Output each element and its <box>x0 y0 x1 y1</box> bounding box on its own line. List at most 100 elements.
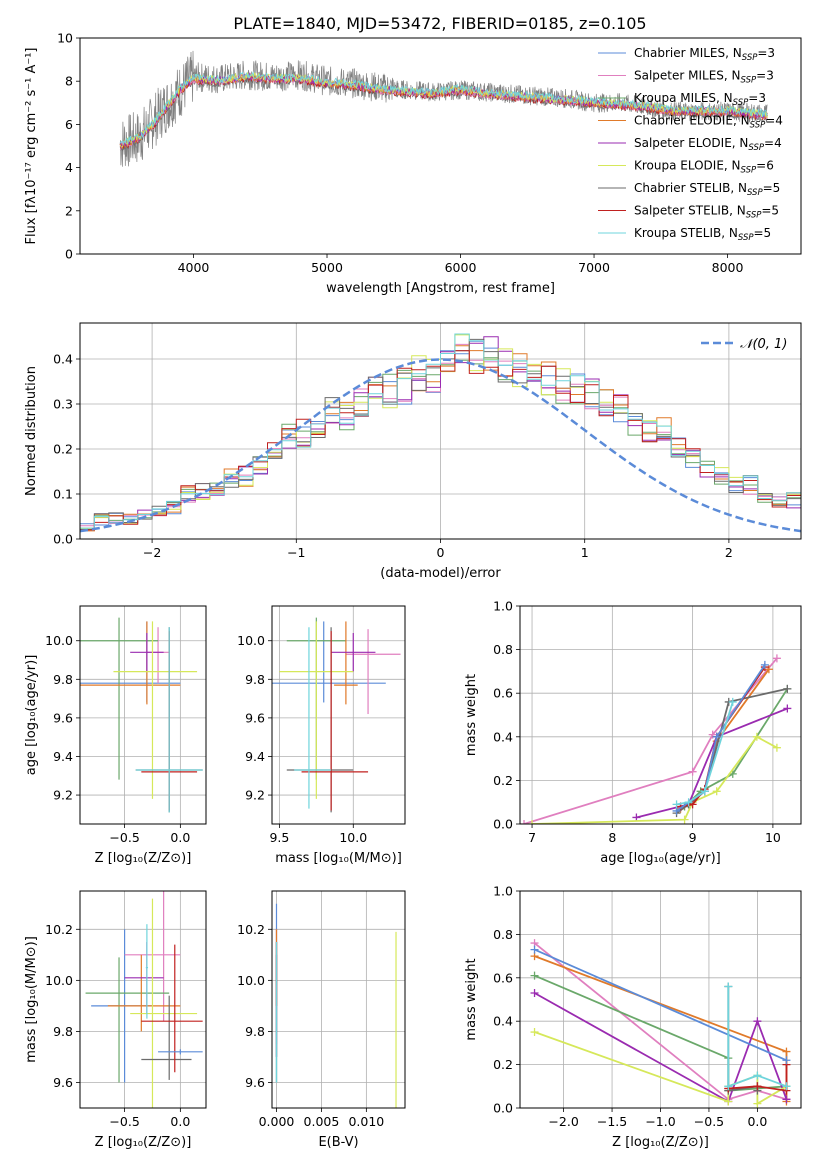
residual-histogram-step <box>80 345 801 532</box>
y-tick-label: 10.0 <box>45 633 73 648</box>
x-tick-label: 0.010 <box>348 1114 384 1129</box>
mass-weight-point <box>684 798 693 807</box>
y-tick-label: 9.8 <box>53 672 73 687</box>
age-mass-weight-panel: 7 8 9 10 0.0 0.2 0.4 0.6 0.8 1.0 age [log₁₀(age/yr… <box>464 599 802 866</box>
x-tick-label: 10.0 <box>339 830 367 845</box>
y-tick-label: 1.0 <box>493 599 513 614</box>
legend-label-text: Salpeter STELIB, N <box>634 204 746 218</box>
y-tick-label: 10 <box>57 31 73 46</box>
mass-weight-point <box>753 1082 762 1091</box>
residual-histogram-panel: −2 −1 0 1 2 0.0 0.1 0.2 0.3 0.4 𝒩(0, 1) (data-model… <box>24 322 802 581</box>
y-tick-label: 0.2 <box>493 773 513 788</box>
x-tick-label: 7000 <box>578 260 610 275</box>
y-tick-label: 0.2 <box>493 1057 513 1072</box>
plot-area <box>85 891 203 1108</box>
legend-label-text: Salpeter MILES, N <box>634 69 741 83</box>
legend-label-subscript: SSP <box>741 166 757 176</box>
y-tick-label: 9.6 <box>53 710 73 725</box>
legend-label-value: =3 <box>756 69 774 83</box>
y-axis-label: age [log₁₀(age/yr)] <box>24 655 39 776</box>
y-tick-label: 6 <box>65 117 73 132</box>
plot-area <box>275 903 397 1108</box>
y-tick-label: 9.2 <box>53 788 73 803</box>
x-tick-label: 0.0 <box>747 1114 767 1129</box>
y-tick-label: 10.2 <box>45 922 73 937</box>
x-axis-label: age [log₁₀(age/yr)] <box>600 851 721 866</box>
mass-age-panel: 9.5 10.0 9.2 9.4 9.6 9.8 10.0 mass [log₁₀(M/M⊙)… <box>237 605 406 866</box>
legend-label-value: =5 <box>763 181 781 195</box>
y-tick-label: 0.6 <box>493 686 513 701</box>
x-tick-label: −1 <box>287 545 305 560</box>
y-axis-label: mass weight <box>464 674 479 756</box>
mass-weight-point <box>712 787 721 796</box>
x-tick-label: −0.5 <box>694 1114 724 1129</box>
mass-weight-point <box>672 800 681 809</box>
y-axis-label: Flux [fλ10⁻¹⁷ erg cm⁻² s⁻¹ A⁻¹] <box>24 48 39 245</box>
mass-weight-point <box>753 1099 762 1108</box>
legend-label-subscript: SSP <box>738 233 754 243</box>
mass-weight-series-line <box>676 701 734 806</box>
mass-weight-point <box>753 1017 762 1026</box>
legend-label-text: Kroupa MILES, N <box>634 91 733 105</box>
x-tick-label: 7 <box>528 830 536 845</box>
mass-weight-point <box>688 767 697 776</box>
legend-label-value: =4 <box>764 136 782 150</box>
spectrum-panel: 4000 5000 6000 7000 8000 0 2 4 6 8 10 Chabrier MILE… <box>24 31 802 296</box>
mass-weight-series-line <box>534 992 788 1103</box>
plot-area <box>272 617 401 813</box>
axes-frame <box>79 605 207 825</box>
spectrum-title: PLATE=1840, MJD=53472, FIBERID=0185, z=0… <box>233 14 646 33</box>
x-tick-label: 6000 <box>445 260 477 275</box>
y-tick-label: 2 <box>65 203 73 218</box>
y-tick-label: 0.2 <box>53 442 73 457</box>
mass-weight-point <box>708 730 717 739</box>
mass-weight-point <box>688 800 697 809</box>
x-tick-label: 0.0 <box>170 830 190 845</box>
mass-weight-point <box>760 660 769 669</box>
y-tick-label: 0.4 <box>53 352 73 367</box>
legend-label-subscript: SSP <box>747 188 763 198</box>
x-tick-label: 0.005 <box>304 1114 340 1129</box>
x-tick-label: 10 <box>765 830 781 845</box>
mass-weight-point <box>724 982 733 991</box>
legend-label: Kroupa ELODIE, NSSP=6 <box>634 159 774 176</box>
y-tick-label: 0.3 <box>53 397 73 412</box>
y-tick-label: 9.6 <box>53 1075 73 1090</box>
legend-label-subscript: SSP <box>733 98 749 108</box>
x-tick-label: −2.0 <box>548 1114 578 1129</box>
x-tick-label: 9.5 <box>269 830 289 845</box>
y-tick-label: 0.8 <box>493 642 513 657</box>
x-axis-label: E(B-V) <box>318 1135 358 1150</box>
y-tick-label: 9.2 <box>245 788 265 803</box>
x-tick-label: 8000 <box>712 260 744 275</box>
legend-label-value: =6 <box>756 159 774 173</box>
y-tick-label: 0.0 <box>493 1101 513 1116</box>
x-axis-label: Z [log₁₀(Z/Z⊙)] <box>612 1135 709 1150</box>
plot-area <box>119 50 768 167</box>
mass-weight-point <box>782 1082 791 1091</box>
legend-label: 𝒩(0, 1) <box>740 337 787 352</box>
x-axis-label: wavelength [Angstrom, rest frame] <box>326 281 555 296</box>
mass-weight-point <box>724 1097 733 1106</box>
legend-label: Salpeter STELIB, NSSP=5 <box>634 204 779 221</box>
legend-label-value: =3 <box>748 91 766 105</box>
metallicity-mass-weight-panel: −2.0 −1.5 −1.0 −0.5 0.0 0.0 0.2 0.4 0.6 0.8 1.0 Z [… <box>464 884 802 1150</box>
normal-distribution-curve <box>80 358 801 533</box>
mass-weight-point <box>772 743 781 752</box>
mass-weight-point <box>712 732 721 741</box>
mass-weight-point <box>752 732 761 741</box>
axes-frame <box>79 890 207 1109</box>
legend-label-subscript: SSP <box>748 143 764 153</box>
legend-label-text: Salpeter ELODIE, N <box>634 136 748 150</box>
mass-weight-point <box>783 684 792 693</box>
x-tick-label: 5000 <box>311 260 343 275</box>
legend-label-subscript: SSP <box>746 211 762 221</box>
x-tick-label: 0.000 <box>259 1114 295 1129</box>
plot-area <box>520 654 792 824</box>
x-axis-label: Z [log₁₀(Z/Z⊙)] <box>95 851 192 866</box>
residual-histogram-step <box>80 340 801 526</box>
y-tick-label: 9.6 <box>245 710 265 725</box>
mass-weight-series-line <box>534 948 787 1062</box>
y-tick-label: 10.0 <box>237 973 265 988</box>
